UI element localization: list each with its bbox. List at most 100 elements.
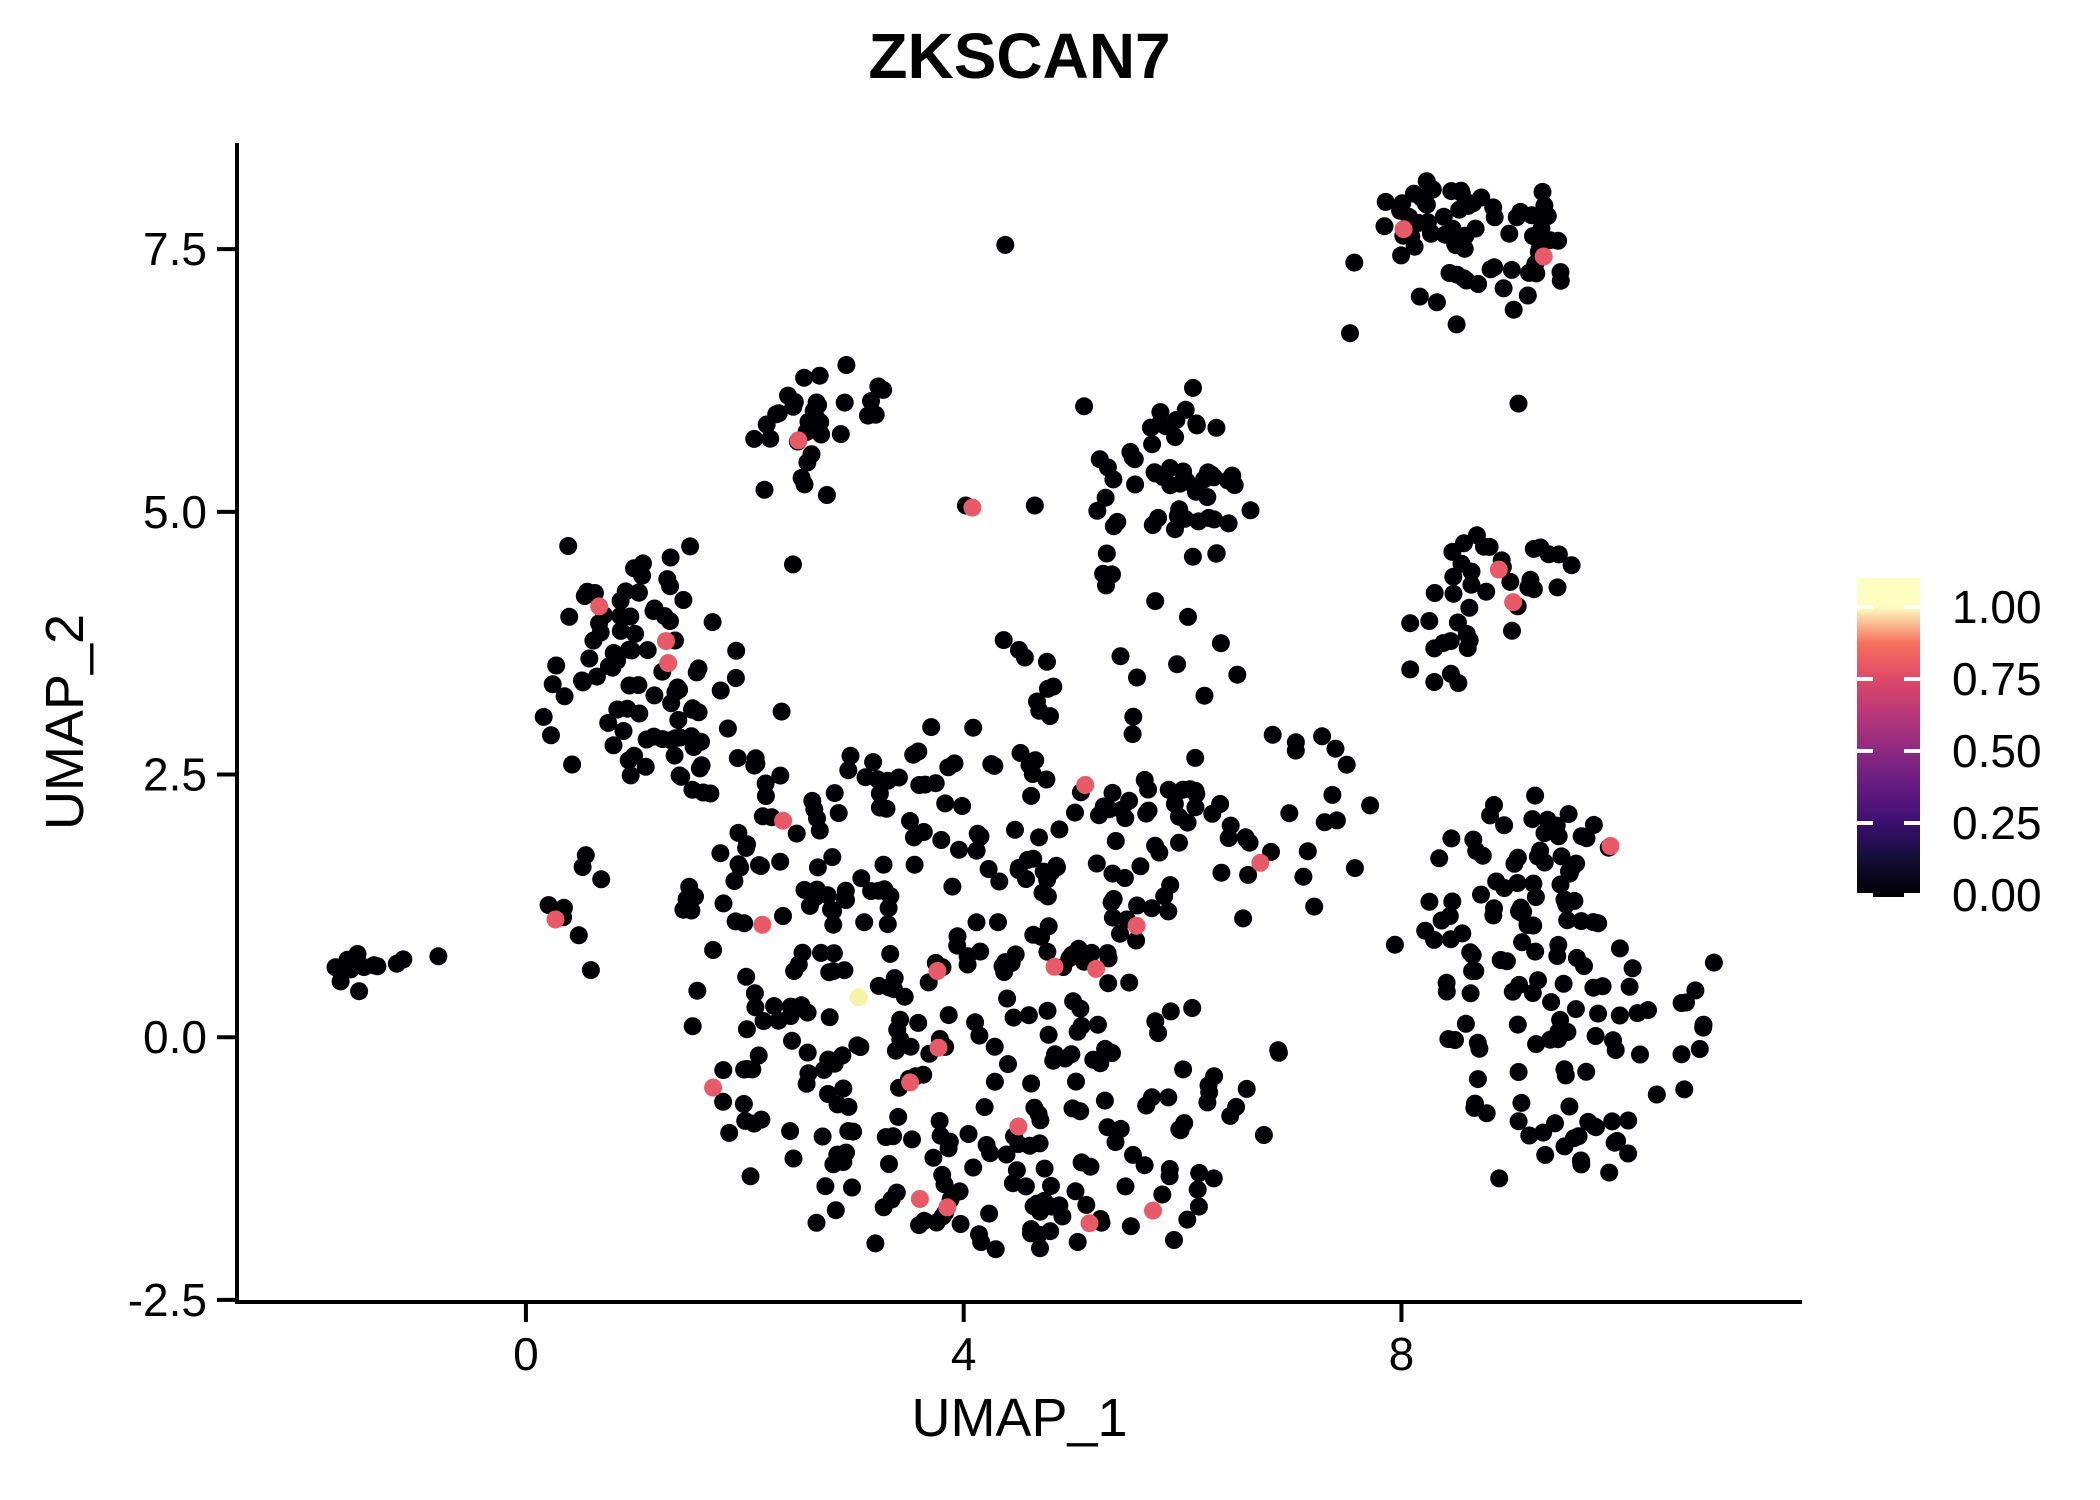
cell-point — [1536, 1145, 1555, 1164]
cell-point — [797, 1074, 816, 1093]
cell-point — [998, 989, 1017, 1008]
cell-point — [1315, 813, 1334, 832]
cell-point — [993, 957, 1012, 976]
expressing-cell-point — [1251, 853, 1270, 872]
cell-point — [1066, 803, 1084, 822]
x-tick-label: 4 — [951, 1328, 977, 1380]
cell-point — [1087, 854, 1106, 873]
cell-point — [1432, 911, 1451, 930]
expressing-cell-point — [1045, 957, 1064, 976]
cell-point — [839, 761, 858, 780]
high-expressing-cell-point — [849, 988, 868, 1007]
cell-point — [829, 804, 848, 823]
cell-point — [1523, 810, 1542, 829]
cell-point — [1183, 547, 1202, 566]
cell-point — [1532, 219, 1551, 238]
cell-point — [1425, 673, 1444, 691]
cell-point — [569, 926, 588, 945]
cell-point — [575, 587, 594, 605]
cell-point — [1531, 841, 1550, 860]
colorbar-tick-mark — [1857, 749, 1873, 753]
cell-point — [754, 1012, 773, 1031]
cell-point — [581, 961, 600, 980]
cell-point — [714, 894, 733, 913]
cell-point — [1623, 959, 1642, 978]
cell-point — [1485, 258, 1504, 277]
cell-point — [1286, 741, 1305, 760]
cell-point — [844, 1122, 863, 1141]
cell-point — [638, 641, 657, 660]
cell-point — [967, 841, 986, 860]
cell-point — [1376, 192, 1395, 211]
cell-point — [878, 915, 897, 934]
cell-point — [936, 794, 955, 813]
cell-point — [1690, 1040, 1709, 1058]
cell-point — [1675, 1080, 1694, 1099]
cell-point — [611, 591, 630, 610]
cell-point — [576, 846, 595, 865]
cell-point — [765, 997, 784, 1016]
cell-point — [1610, 1006, 1629, 1025]
cell-point — [1524, 916, 1543, 935]
cell-point — [1508, 1015, 1527, 1034]
cell-point — [783, 1031, 801, 1050]
cell-point — [1477, 582, 1496, 601]
cell-point — [1463, 946, 1482, 965]
cell-point — [629, 583, 648, 602]
cell-point — [1022, 786, 1041, 805]
cell-point — [1589, 914, 1608, 933]
cell-point — [620, 640, 638, 659]
cell-point — [1211, 634, 1230, 653]
expressing-cell-point — [659, 654, 678, 673]
colorbar-tick-mark — [1857, 605, 1873, 609]
cell-point — [1549, 545, 1568, 564]
cell-point — [1204, 1169, 1223, 1188]
cell-point — [933, 1165, 952, 1184]
cell-point — [1558, 911, 1577, 930]
cell-point — [1567, 948, 1586, 967]
cell-point — [1416, 921, 1435, 940]
y-axis-title: UMAP_2 — [35, 613, 95, 831]
cell-point — [611, 606, 630, 625]
cell-point — [1166, 520, 1184, 539]
cell-point — [591, 623, 610, 642]
cell-point — [1345, 859, 1364, 878]
cell-point — [1704, 953, 1723, 972]
cell-point — [1313, 727, 1332, 746]
cell-point — [1542, 993, 1561, 1012]
cell-point — [1467, 841, 1486, 860]
cell-point — [1472, 885, 1490, 904]
cell-point — [1425, 639, 1444, 658]
cell-point — [1509, 1063, 1528, 1081]
cell-point — [1555, 1060, 1574, 1079]
cell-point — [864, 753, 883, 772]
cell-point — [1042, 1176, 1060, 1195]
cell-point — [1254, 1126, 1273, 1144]
cell-point — [1518, 286, 1537, 305]
cell-point — [1577, 1062, 1596, 1081]
cell-point — [994, 631, 1013, 650]
cell-point — [653, 730, 672, 749]
cell-point — [1497, 952, 1516, 971]
cell-point — [1566, 1000, 1585, 1019]
cell-point — [1619, 1144, 1638, 1163]
cell-point — [880, 1155, 898, 1173]
cell-point — [1135, 770, 1154, 789]
cell-point — [1038, 1001, 1057, 1020]
colorbar-tick-label: 0.00 — [1952, 869, 2042, 921]
cell-point — [964, 1158, 983, 1177]
cell-point — [1030, 1134, 1049, 1153]
cell-point — [803, 791, 822, 810]
cell-point — [1507, 208, 1526, 227]
cell-point — [1103, 1044, 1121, 1062]
cell-point — [711, 844, 730, 863]
cell-point — [1468, 1033, 1487, 1052]
cell-point — [822, 900, 840, 919]
cell-point — [688, 981, 707, 1000]
cell-point — [756, 787, 775, 805]
cell-point — [1221, 1106, 1240, 1125]
cell-point — [670, 766, 689, 785]
cell-point — [1427, 293, 1446, 312]
cell-point — [808, 858, 827, 877]
cell-point — [904, 828, 923, 847]
